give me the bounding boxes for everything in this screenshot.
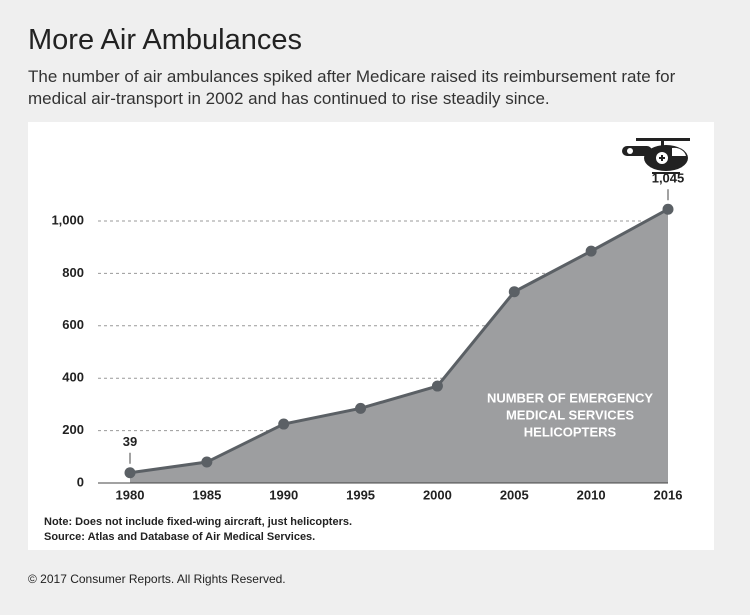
chart-subtitle: The number of air ambulances spiked afte…: [28, 67, 676, 108]
marker: [662, 203, 674, 215]
x-tick-label: 1995: [346, 487, 375, 502]
area-label: MEDICAL SERVICES: [506, 407, 634, 422]
y-tick-label: 1,000: [51, 212, 84, 227]
line: [129, 207, 669, 475]
value-label: 39: [123, 434, 137, 449]
y-tick-label: 0: [77, 474, 84, 489]
x-tick-label: 1980: [116, 487, 145, 502]
y-tick-label: 200: [62, 422, 84, 437]
note: Note: Does not include fixed-wing aircra…: [44, 516, 353, 528]
copyright: © 2017 Consumer Reports. All Rights Rese…: [28, 572, 286, 586]
x-tick-label: 1990: [269, 487, 298, 502]
value-label: 1,045: [652, 171, 685, 186]
area-label: HELICOPTERS: [524, 424, 617, 439]
area-label: NUMBER OF EMERGENCY: [487, 390, 653, 405]
marker: [355, 402, 367, 414]
note: Source: Atlas and Database of Air Medica…: [44, 531, 316, 543]
y-tick-label: 400: [62, 370, 84, 385]
marker: [124, 467, 136, 479]
plot: 0 200 400 600 800 1,000 1980 39 1985 1990 1995 2000…: [51, 171, 684, 503]
marker: [508, 286, 520, 298]
marker: [201, 456, 213, 468]
marker: [431, 380, 443, 392]
y-tick-label: 600: [62, 317, 84, 332]
marker: [585, 245, 597, 257]
x-tick-label: 1985: [192, 487, 221, 502]
x-tick-label: 2016: [654, 487, 683, 502]
x-tick-label: 2005: [500, 487, 529, 502]
x-tick-label: 2000: [423, 487, 452, 502]
helicopter-icon: [622, 138, 690, 174]
x-tick-label: 2010: [577, 487, 606, 502]
y-tick-label: 800: [62, 265, 84, 280]
chart-title: More Air Ambulances: [28, 24, 303, 56]
marker: [278, 418, 290, 430]
area-fill: [130, 209, 668, 483]
